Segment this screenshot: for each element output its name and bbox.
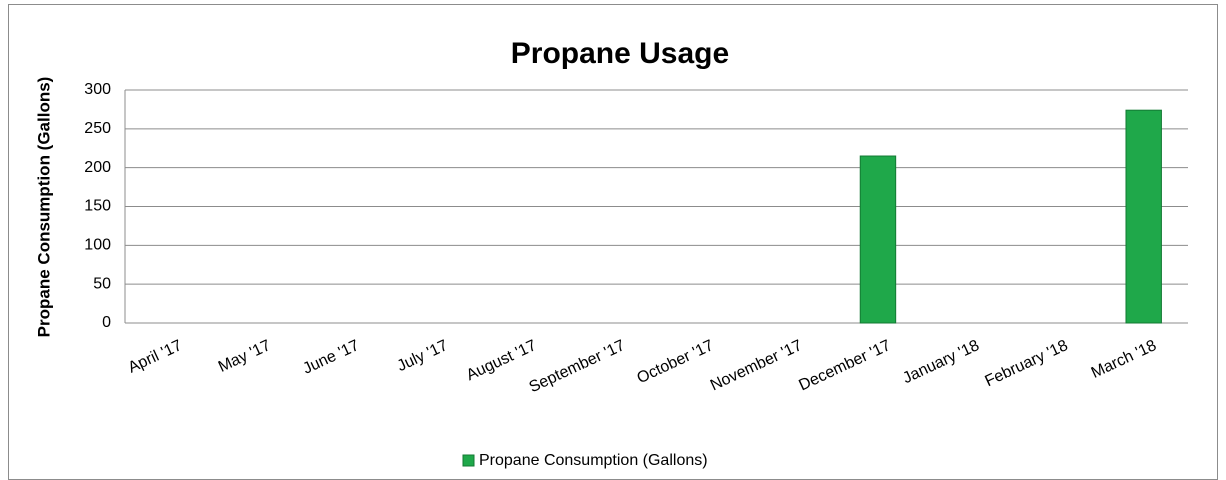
y-tick-label: 100 (84, 237, 111, 254)
y-tick-label: 300 (84, 81, 111, 98)
y-tick-label: 250 (84, 120, 111, 137)
y-axis-label: Propane Consumption (Gallons) (34, 77, 53, 338)
y-tick-label: 200 (84, 159, 111, 176)
bar (1125, 109, 1162, 324)
y-tick-label: 150 (84, 198, 111, 215)
bar (859, 155, 897, 324)
legend-label: Propane Consumption (Gallons) (479, 452, 708, 469)
legend-swatch (462, 454, 475, 467)
chart-border (8, 4, 1218, 480)
y-tick-label: 50 (93, 275, 111, 292)
chart-title: Propane Usage (511, 37, 729, 70)
y-tick-label: 0 (102, 314, 111, 331)
